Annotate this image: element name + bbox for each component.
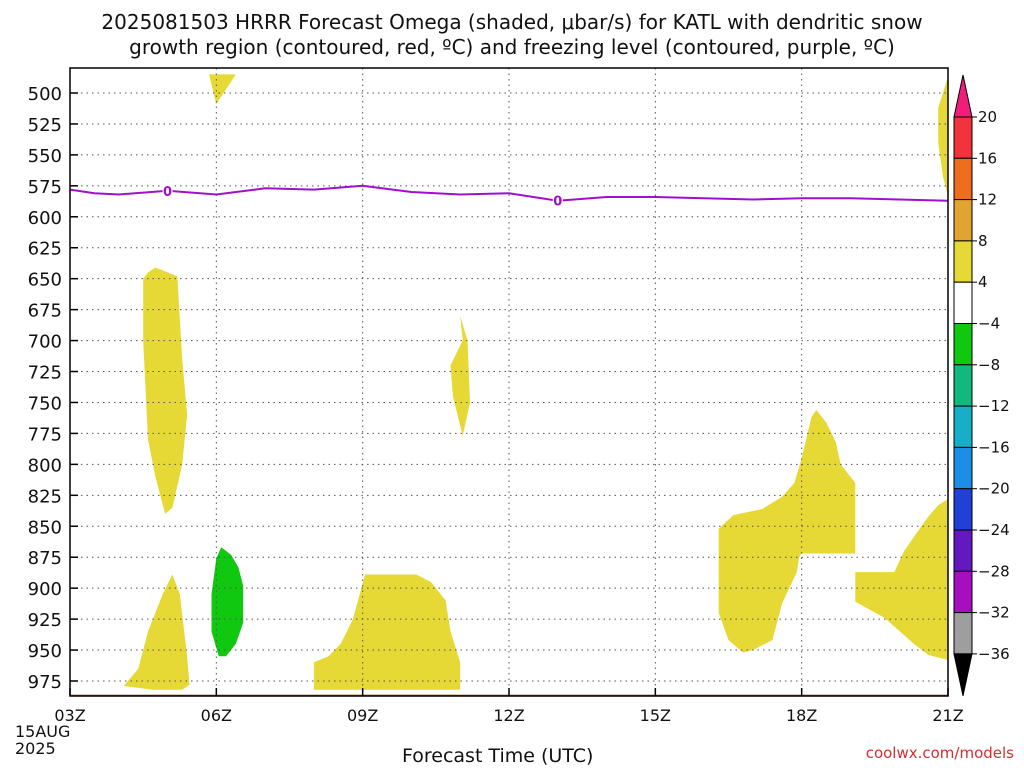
shaded-region-3 (123, 574, 190, 690)
y-tick-label-14: 850 (28, 517, 62, 538)
colorbar-box-6 (953, 323, 973, 366)
x-tick-label-3: 12Z (493, 706, 524, 725)
y-tick-label-9: 725 (28, 363, 62, 384)
colorbar-box-2 (953, 157, 973, 201)
y-tick-label-2: 550 (28, 146, 62, 167)
y-tick-label-19: 975 (28, 672, 62, 693)
credit-text: coolwx.com/models (865, 744, 1014, 762)
y-tick-label-3: 575 (28, 177, 62, 198)
freezing-level-layer: 00 (69, 182, 949, 210)
shaded-region-1 (143, 267, 188, 514)
colorbar-box-5 (953, 281, 973, 325)
x-axis: 03Z 06Z 09Z 12Z 15Z 18Z 21Z (54, 688, 964, 725)
y-tick-label-4: 600 (28, 208, 62, 229)
x-tick-label-6: 21Z (932, 706, 963, 725)
shaded-region-6 (855, 499, 948, 660)
colorbar: 20 16 12 8 4 −4 −8 −12 −16 −20 −24 −28 −32 −36 (953, 74, 1010, 697)
colorbar-label-1: 16 (978, 149, 997, 167)
x-sublabel-date: 15AUG (15, 722, 71, 741)
colorbar-bottom-arrow (953, 653, 973, 697)
y-tick-label-15: 875 (28, 548, 62, 569)
shaded-region-0 (209, 74, 236, 105)
y-tick-label-1: 525 (28, 115, 62, 136)
colorbar-box-7 (953, 364, 973, 407)
x-axis-title: Forecast Time (UTC) (402, 745, 594, 767)
y-tick-label-13: 825 (28, 486, 62, 507)
grid-lines (70, 68, 948, 696)
colorbar-label-0: 20 (978, 108, 997, 126)
x-tick-label-2: 09Z (347, 706, 378, 725)
y-tick-label-18: 950 (28, 641, 62, 662)
colorbar-box-12 (953, 570, 973, 614)
colorbar-label-7: −12 (978, 397, 1010, 415)
x-tick-label-4: 15Z (640, 706, 671, 725)
colorbar-top-arrow (953, 74, 973, 118)
colorbar-label-12: −32 (978, 604, 1010, 622)
freezing-level-label-bg-0 (162, 182, 173, 198)
colorbar-label-13: −36 (978, 645, 1010, 663)
colorbar-box-10 (953, 488, 973, 531)
colorbar-label-9: −20 (978, 480, 1010, 498)
chart-title-line-2: growth region (contoured, red, ºC) and f… (129, 35, 895, 59)
shaded-region-8 (211, 547, 244, 657)
x-tick-label-5: 18Z (786, 706, 817, 725)
y-tick-label-0: 500 (28, 84, 62, 105)
y-tick-label-6: 650 (28, 270, 62, 291)
freezing-level-label-bg-1 (552, 192, 563, 208)
colorbar-box-11 (953, 529, 973, 572)
colorbar-box-9 (953, 446, 973, 490)
colorbar-label-5: −4 (978, 315, 1000, 333)
y-axis: 500 525 550 575 600 625 650 675 700 725 750 775 800 8… (28, 84, 78, 693)
shaded-region-5 (718, 409, 856, 653)
colorbar-label-10: −24 (978, 521, 1010, 539)
chart-title-line-1: 2025081503 HRRR Forecast Omega (shaded, … (101, 10, 923, 34)
y-tick-label-17: 925 (28, 610, 62, 631)
y-tick-label-8: 700 (28, 332, 62, 353)
shaded-region-7 (938, 76, 948, 196)
colorbar-label-6: −8 (978, 356, 1000, 374)
shaded-region-4 (313, 574, 461, 690)
colorbar-box-3 (953, 199, 973, 242)
colorbar-label-2: 12 (978, 191, 997, 209)
y-tick-label-5: 625 (28, 239, 62, 260)
freezing-level-label-1: 0 (553, 195, 562, 210)
colorbar-box-4 (953, 240, 973, 283)
shaded-region-2 (450, 315, 470, 436)
omega-shading-layer (123, 74, 948, 690)
colorbar-box-13 (953, 612, 973, 655)
colorbar-label-4: 4 (978, 273, 988, 291)
colorbar-label-11: −28 (978, 562, 1010, 580)
y-tick-label-11: 775 (28, 424, 62, 445)
freezing-level-line (69, 184, 949, 202)
x-sublabel-year: 2025 (15, 739, 56, 758)
y-tick-label-12: 800 (28, 455, 62, 476)
colorbar-box-8 (953, 405, 973, 448)
y-tick-label-16: 900 (28, 579, 62, 600)
y-tick-label-7: 675 (28, 301, 62, 322)
freezing-level-label-0: 0 (163, 185, 172, 200)
colorbar-label-3: 8 (978, 232, 988, 250)
y-tick-label-10: 750 (28, 393, 62, 414)
colorbar-label-8: −16 (978, 438, 1010, 456)
colorbar-box-1 (953, 116, 973, 159)
x-tick-label-1: 06Z (201, 706, 232, 725)
x-tick-label-0: 03Z (54, 706, 85, 725)
